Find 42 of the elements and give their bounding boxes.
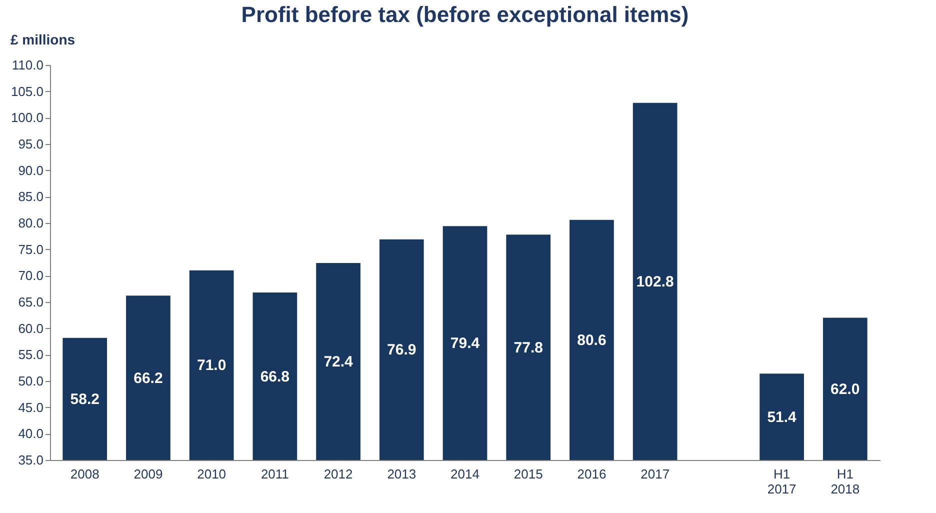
x-tick-label: 2015: [514, 466, 543, 482]
x-tick-label: 2016: [577, 466, 606, 482]
data-label: 102.8: [636, 273, 674, 290]
data-label: 77.8: [514, 339, 543, 356]
y-tick-label: 70.0: [18, 268, 44, 284]
data-label: 51.4: [767, 408, 798, 426]
data-label: 66.8: [260, 368, 290, 386]
y-tick-label: 60.0: [18, 320, 44, 336]
y-tick-label: 75.0: [18, 242, 44, 257]
data-label: 72.4: [324, 354, 354, 371]
x-tick-label: 2014: [450, 466, 480, 482]
x-tick-label: 2010: [197, 466, 226, 482]
chart-title: Profit before tax (before exceptional items): [241, 2, 689, 27]
data-label: 66.2: [134, 370, 163, 387]
x-tick-label: 2012: [324, 466, 353, 482]
y-tick-label: 45.0: [18, 400, 44, 415]
y-tick-label: 100.0: [10, 110, 44, 126]
y-tick-label: 90.0: [18, 162, 44, 178]
data-label: 79.4: [450, 335, 480, 352]
y-tick-label: 35.0: [18, 452, 44, 468]
x-tick-label: H1 2018: [830, 466, 860, 496]
x-tick-label: 2017: [640, 466, 670, 482]
y-tick-label: 50.0: [18, 374, 44, 388]
y-tick-label: 65.0: [18, 294, 44, 310]
y-tick-label: 55.0: [18, 347, 44, 362]
x-tick-label: 2009: [134, 466, 163, 482]
data-label: 71.0: [196, 357, 226, 374]
y-tick-label: 110.0: [12, 58, 44, 72]
data-label: 76.9: [387, 342, 416, 359]
data-label: 80.6: [577, 332, 606, 349]
data-label: 58.2: [70, 390, 100, 408]
x-tick-label: H1 2017: [767, 466, 796, 496]
y-tick-label: 80.0: [18, 216, 44, 230]
x-tick-label: 2013: [387, 466, 416, 482]
y-tick-label: 85.0: [18, 189, 44, 204]
x-tick-label: 2011: [260, 466, 289, 482]
y-tick-label: 40.0: [18, 426, 44, 442]
x-tick-label: 2008: [70, 466, 100, 482]
y-tick-label: 95.0: [18, 136, 44, 152]
data-label: 62.0: [830, 380, 860, 398]
y-axis-title: £ millions: [10, 32, 76, 48]
y-tick-label: 105.0: [10, 84, 44, 99]
